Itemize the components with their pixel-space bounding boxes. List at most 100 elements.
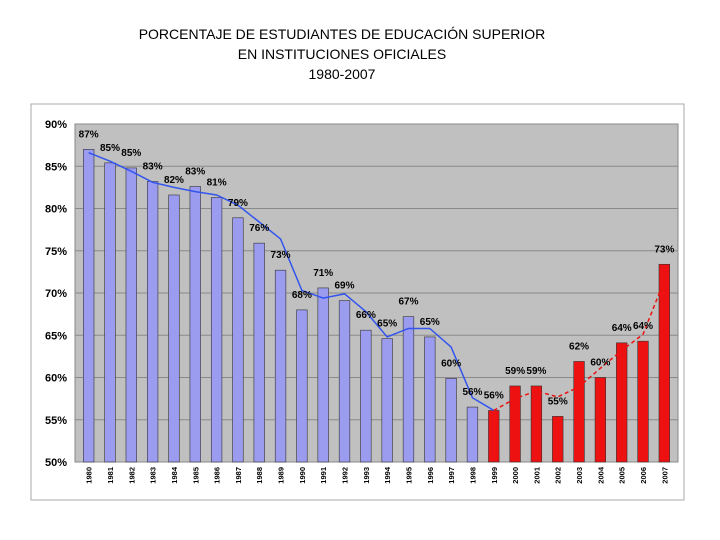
bar-1989	[274, 269, 287, 463]
bar-1991	[317, 287, 329, 463]
data-label-1998: 56%	[462, 387, 482, 398]
data-label-1999: 56%	[484, 390, 504, 401]
bar-2000	[509, 385, 521, 463]
bar-1981	[104, 162, 116, 463]
x-tick-label: 1999	[490, 467, 499, 484]
x-tick-label: 1987	[234, 467, 243, 484]
bar-1999	[488, 410, 500, 463]
bar-1986	[210, 197, 223, 463]
y-tick-label: 80%	[45, 204, 67, 216]
bar-1994	[381, 338, 393, 463]
x-tick-label: 2002	[554, 467, 563, 484]
x-tick-label: 1997	[447, 467, 456, 484]
bar-1995	[402, 316, 415, 463]
chart-title-line-2: EN INSTITUCIONES OFICIALES	[237, 46, 447, 62]
data-label-2005: 64%	[612, 323, 632, 334]
data-label-2001: 59%	[526, 366, 546, 377]
bar-1990	[296, 309, 308, 463]
x-tick-label: 2005	[618, 467, 627, 484]
bar-1992	[338, 300, 351, 463]
data-label-1986: 81%	[207, 178, 227, 189]
x-tick-label: 1990	[298, 467, 307, 484]
bar-1998	[466, 406, 479, 463]
data-label-2002: 55%	[548, 396, 568, 407]
data-label-1990: 68%	[292, 290, 312, 301]
data-label-1995: 67%	[398, 297, 418, 308]
chart-title: PORCENTAJE DE ESTUDIANTES DE EDUCACIÓN S…	[0, 24, 684, 84]
data-label-2000: 59%	[505, 366, 525, 377]
data-label-1985: 83%	[185, 167, 205, 178]
bar-1996	[424, 336, 436, 463]
data-label-2006: 64%	[633, 321, 653, 332]
data-label-2003: 62%	[569, 341, 589, 352]
bar-2006	[637, 340, 649, 463]
chart-title-line-1: PORCENTAJE DE ESTUDIANTES DE EDUCACIÓN S…	[138, 26, 546, 42]
x-tick-label: 1986	[213, 467, 222, 484]
data-label-1988: 76%	[249, 223, 269, 234]
chart-title-line-3: 1980-2007	[308, 66, 376, 82]
x-tick-label: 1996	[426, 467, 435, 484]
x-tick-label: 1980	[85, 467, 94, 484]
x-tick-label: 1989	[277, 467, 286, 484]
x-tick-label: 2006	[639, 467, 648, 484]
data-label-1983: 83%	[143, 161, 163, 172]
y-tick-label: 85%	[45, 161, 67, 173]
y-tick-label: 75%	[45, 246, 67, 258]
x-tick-label: 1998	[468, 467, 477, 484]
data-label-1993: 66%	[356, 310, 376, 321]
x-tick-label: 1984	[170, 466, 179, 484]
x-tick-label: 1988	[255, 467, 264, 484]
y-tick-label: 65%	[45, 330, 67, 342]
data-label-2007: 73%	[654, 244, 674, 255]
bar-1982	[125, 167, 137, 463]
data-labels: 87%85% 85%83%82%83%81%79%76%73%68%71%69%6…	[79, 129, 675, 407]
data-label-1989: 73%	[271, 250, 291, 261]
data-label-1997: 60%	[441, 358, 461, 369]
data-label-1992: 69%	[335, 281, 355, 292]
x-tick-label: 1983	[149, 467, 158, 484]
x-tick-label: 1981	[106, 467, 115, 484]
y-tick-label: 55%	[45, 415, 67, 427]
x-tick-label: 1982	[127, 467, 136, 484]
x-tick-label: 1993	[362, 467, 371, 484]
x-tick-label: 1994	[383, 466, 392, 484]
data-label-1996: 65%	[420, 317, 440, 328]
trend-lines	[88, 152, 666, 412]
y-tick-label: 60%	[45, 373, 67, 385]
bar-1984	[168, 194, 180, 463]
y-tick-label: 90%	[45, 119, 67, 131]
x-tick-label: 1995	[404, 467, 413, 484]
x-tick-label: 1991	[319, 467, 328, 484]
x-tick-label: 2001	[532, 467, 541, 484]
bars	[83, 149, 670, 463]
bar-1987	[232, 217, 244, 463]
bar-1985	[189, 186, 201, 463]
y-tick-label: 50%	[45, 457, 67, 469]
bar-2001	[530, 385, 543, 463]
y-axis-ticks: 90% 85% 80% 75% 70% 65% 60% 55% 50%	[45, 119, 67, 469]
data-label-1982: 85%	[121, 148, 141, 159]
data-label-1980: 87%	[79, 129, 99, 140]
bar-1997	[445, 378, 457, 463]
y-tick-label: 70%	[45, 288, 67, 300]
bar-1980	[83, 149, 95, 463]
bar-2007	[658, 263, 670, 463]
bar-2002	[552, 416, 564, 463]
data-label-2004: 60%	[590, 358, 610, 369]
trend-line-historic	[88, 152, 495, 412]
data-label-1984: 82%	[164, 175, 184, 186]
x-tick-label: 1985	[191, 467, 200, 484]
data-label-1994: 65%	[377, 319, 397, 330]
data-label-1987: 79%	[228, 198, 248, 209]
bar-2005	[616, 342, 628, 463]
x-tick-label: 1992	[341, 467, 350, 484]
bar-1993	[360, 329, 372, 463]
x-tick-label: 2000	[511, 467, 520, 484]
data-label-1981: 85%	[100, 143, 120, 154]
trend-line-recent	[493, 280, 666, 412]
data-label-1991: 71%	[313, 268, 333, 279]
bar-1988	[253, 242, 265, 463]
x-tick-label: 2007	[660, 467, 669, 484]
bar-2003	[573, 361, 585, 463]
